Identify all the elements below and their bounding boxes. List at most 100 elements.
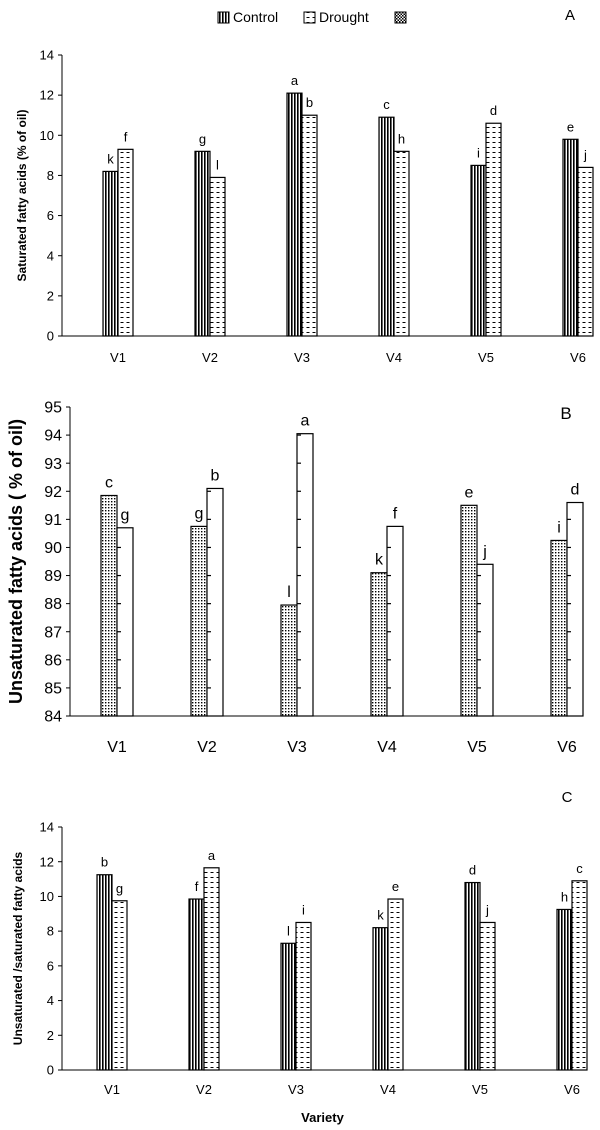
significance-letter: l bbox=[287, 923, 290, 938]
significance-letter: b bbox=[306, 95, 313, 110]
bar-control-v6 bbox=[550, 539, 568, 717]
significance-letter: d bbox=[469, 863, 476, 878]
significance-letter: a bbox=[291, 73, 299, 88]
bar-drought-v3 bbox=[296, 433, 314, 717]
bar-drought-v3 bbox=[301, 114, 318, 337]
x-tick-label: V4 bbox=[377, 739, 397, 756]
y-axis-title: Unsaturated fatty acids ( % of oil) bbox=[6, 419, 26, 704]
legend-swatch-third bbox=[394, 11, 407, 24]
x-tick-label: V1 bbox=[107, 739, 127, 756]
bar-control-v5 bbox=[460, 504, 478, 717]
bar-drought-v4 bbox=[386, 525, 404, 717]
significance-letter: i bbox=[557, 519, 561, 536]
significance-letter: f bbox=[195, 879, 199, 894]
x-tick-label: V2 bbox=[196, 1082, 212, 1097]
y-axis-title: Unsaturated /saturated fatty acids bbox=[11, 851, 25, 1045]
bar-drought-v6 bbox=[577, 166, 594, 337]
significance-letter: c bbox=[383, 97, 390, 112]
bar-control-v1 bbox=[96, 874, 113, 1071]
bar-drought-v1 bbox=[117, 148, 134, 337]
significance-letter: d bbox=[571, 482, 580, 499]
y-tick-label: 6 bbox=[47, 958, 54, 973]
y-tick-label: 0 bbox=[47, 1063, 54, 1078]
bar-control-v5 bbox=[464, 881, 481, 1071]
significance-letter: k bbox=[377, 908, 384, 923]
x-tick-label: V3 bbox=[294, 350, 310, 365]
significance-letter: h bbox=[398, 131, 405, 146]
bar-control-v1 bbox=[100, 494, 118, 717]
bar-control-v4 bbox=[378, 116, 395, 337]
significance-letter: f bbox=[393, 505, 398, 522]
significance-letter: g bbox=[199, 131, 206, 146]
bar-control-v6 bbox=[556, 908, 573, 1071]
significance-letter: b bbox=[211, 467, 220, 484]
y-tick-label: 85 bbox=[44, 681, 62, 698]
bar-drought-v2 bbox=[206, 487, 224, 717]
x-tick-label: V1 bbox=[104, 1082, 120, 1097]
bar-control-v2 bbox=[190, 525, 208, 717]
significance-letter: j bbox=[583, 147, 587, 162]
y-tick-label: 0 bbox=[47, 329, 54, 344]
bar-drought-v2 bbox=[203, 867, 220, 1071]
significance-letter: i bbox=[477, 145, 480, 160]
panel-label: B bbox=[560, 404, 571, 423]
y-tick-label: 10 bbox=[40, 128, 54, 143]
bar-control-v6 bbox=[562, 138, 579, 337]
x-tick-label: V4 bbox=[380, 1082, 396, 1097]
x-tick-label: V3 bbox=[287, 739, 307, 756]
bar-control-v4 bbox=[372, 927, 389, 1071]
y-tick-label: 8 bbox=[47, 924, 54, 939]
y-tick-label: 90 bbox=[44, 540, 62, 557]
significance-letter: g bbox=[116, 881, 123, 896]
x-tick-label: V5 bbox=[472, 1082, 488, 1097]
y-tick-label: 2 bbox=[47, 1028, 54, 1043]
panel-label: C bbox=[562, 789, 573, 806]
significance-letter: j bbox=[485, 902, 489, 917]
y-tick-label: 4 bbox=[47, 248, 54, 263]
significance-letter: l bbox=[216, 157, 219, 172]
y-tick-label: 87 bbox=[44, 624, 62, 641]
significance-letter: g bbox=[121, 507, 130, 524]
chart-panel-c: 0 2 4 6 8 10 12 14 V1 V2 V3 V4 V5 V6 b f l k d h g a i e j c Unsat… bbox=[11, 789, 588, 1125]
x-tick-label: V2 bbox=[202, 350, 218, 365]
significance-letter: f bbox=[124, 129, 128, 144]
legend-label-control: Control bbox=[233, 9, 278, 25]
legend-swatch-control bbox=[217, 11, 230, 24]
significance-letter: k bbox=[107, 151, 114, 166]
y-tick-label: 14 bbox=[40, 820, 54, 835]
x-tick-label: V6 bbox=[564, 1082, 580, 1097]
bar-control-v3 bbox=[280, 942, 297, 1071]
significance-letter: c bbox=[105, 474, 113, 491]
y-tick-label: 2 bbox=[47, 288, 54, 303]
y-tick-label: 91 bbox=[44, 512, 62, 529]
bar-drought-v1 bbox=[111, 900, 128, 1071]
significance-letter: e bbox=[567, 119, 574, 134]
y-tick-label: 94 bbox=[44, 428, 62, 445]
significance-letter: e bbox=[392, 879, 399, 894]
x-tick-label: V5 bbox=[467, 739, 487, 756]
significance-letter: h bbox=[561, 889, 568, 904]
y-tick-label: 10 bbox=[40, 889, 54, 904]
bar-drought-v6 bbox=[566, 501, 584, 717]
panel-label: A bbox=[565, 7, 575, 24]
legend-swatch-drought bbox=[303, 11, 316, 24]
y-tick-label: 95 bbox=[44, 400, 62, 417]
y-tick-label: 86 bbox=[44, 652, 62, 669]
x-tick-label: V2 bbox=[197, 739, 217, 756]
y-tick-label: 6 bbox=[47, 208, 54, 223]
significance-letter: j bbox=[482, 543, 487, 560]
bar-drought-v5 bbox=[476, 563, 494, 717]
bar-drought-v3 bbox=[295, 921, 312, 1071]
significance-letter: g bbox=[195, 505, 204, 522]
significance-letter: i bbox=[302, 902, 305, 917]
y-tick-label: 89 bbox=[44, 568, 62, 585]
significance-letter: k bbox=[375, 552, 384, 569]
significance-letter: a bbox=[208, 848, 216, 863]
bar-drought-v6 bbox=[571, 880, 588, 1071]
bar-drought-v4 bbox=[393, 150, 410, 337]
bar-drought-v2 bbox=[209, 176, 226, 337]
significance-letter: b bbox=[101, 855, 108, 870]
y-tick-label: 93 bbox=[44, 456, 62, 473]
bar-control-v3 bbox=[286, 92, 303, 337]
bar-drought-v5 bbox=[485, 122, 502, 337]
